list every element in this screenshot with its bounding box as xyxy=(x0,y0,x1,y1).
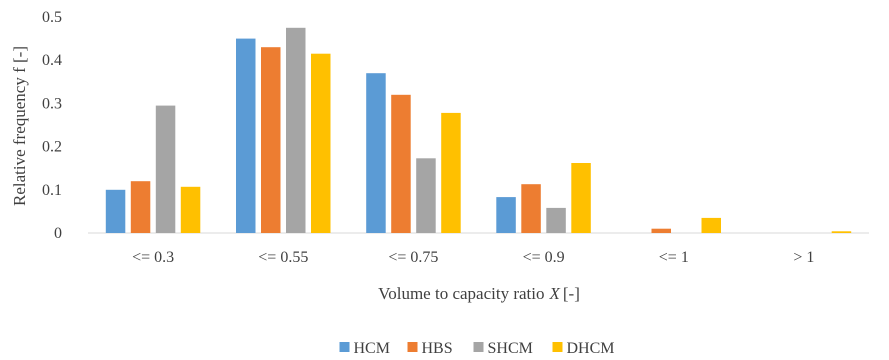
legend-label-dhcm: DHCM xyxy=(567,340,615,357)
bar-hbs xyxy=(391,94,411,233)
bar-hbs xyxy=(261,47,281,234)
bar-hcm xyxy=(236,38,256,233)
y-tick-label: 0 xyxy=(54,225,62,242)
bar-hbs xyxy=(521,184,541,233)
x-tick-label: > 1 xyxy=(793,249,814,266)
legend-label-hcm: HCM xyxy=(354,340,390,357)
y-tick-label: 0.3 xyxy=(42,95,62,112)
bar-hcm xyxy=(105,189,126,233)
legend-label-shcm: SHCM xyxy=(488,340,533,357)
x-tick-label: <= 1 xyxy=(659,249,689,266)
bar-dhcm xyxy=(311,53,331,234)
x-tick-label: <= 0.75 xyxy=(388,249,438,266)
bar-hcm xyxy=(496,197,516,233)
y-tick-label: 0.4 xyxy=(42,52,62,69)
bar-shcm xyxy=(546,207,566,233)
x-axis-title: Volume to capacity ratio X [-] xyxy=(378,284,580,303)
legend-swatch-hbs xyxy=(407,342,418,352)
legend: HCM HBS SHCM DHCM xyxy=(339,340,615,357)
x-tick-label: <= 0.55 xyxy=(258,249,308,266)
x-tick-label: <= 0.9 xyxy=(523,249,565,266)
bar-dhcm xyxy=(441,112,461,233)
bar-dhcm xyxy=(180,186,201,233)
x-tick-label: <= 0.3 xyxy=(132,249,174,266)
legend-label-hbs: HBS xyxy=(422,340,453,357)
bar-hbs xyxy=(651,228,671,233)
x-axis-title-variable: X xyxy=(548,284,560,303)
bars xyxy=(105,27,852,234)
bar-dhcm xyxy=(571,163,591,233)
x-axis-ticks: <= 0.3 <= 0.55 <= 0.75 <= 0.9 <= 1 > 1 xyxy=(132,249,814,266)
bar-hbs xyxy=(130,181,151,233)
legend-swatch-dhcm xyxy=(552,342,563,352)
legend-swatch-shcm xyxy=(473,342,484,352)
bar-dhcm xyxy=(831,231,852,233)
y-tick-label: 0.5 xyxy=(42,9,62,26)
legend-swatch-hcm xyxy=(339,342,350,352)
y-tick-label: 0.2 xyxy=(42,139,62,156)
x-axis-title-text: Volume to capacity ratio xyxy=(378,284,544,303)
y-axis-ticks: 0 0.1 0.2 0.3 0.4 0.5 xyxy=(42,9,62,242)
bar-hcm xyxy=(366,73,386,233)
bar-dhcm xyxy=(701,217,721,233)
bar-shcm xyxy=(155,105,176,233)
y-axis-title: Relative frequency f [-] xyxy=(10,46,29,206)
x-axis-title-unit: [-] xyxy=(563,284,580,303)
y-tick-label: 0.1 xyxy=(42,182,62,199)
bar-shcm xyxy=(286,27,306,233)
bar-shcm xyxy=(416,158,436,233)
